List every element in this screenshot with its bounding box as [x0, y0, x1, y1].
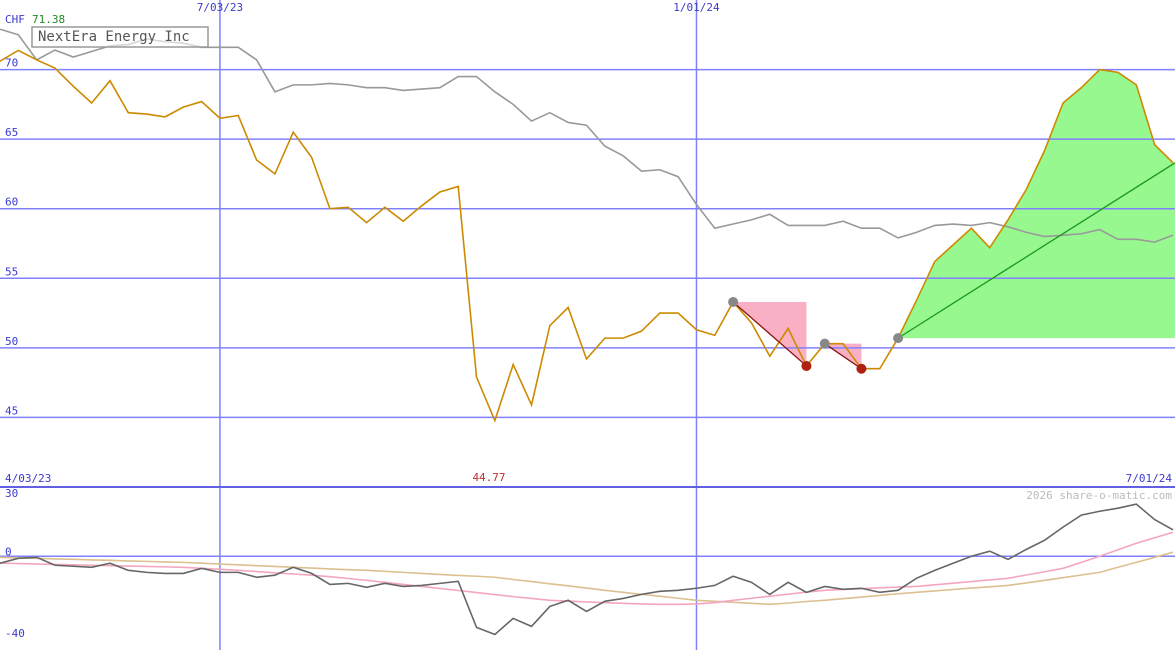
x-tick-label: 1/01/24 — [673, 1, 720, 14]
x-tick-label: 7/01/24 — [1126, 472, 1173, 485]
y-tick-label: 30 — [5, 487, 18, 500]
line-series — [0, 503, 1174, 636]
y-tick-label: 60 — [5, 196, 18, 209]
y-tick-label: 65 — [5, 126, 18, 139]
y-tick-label: -40 — [5, 627, 25, 640]
watermark: 2026 share-o-matic.com — [1026, 489, 1172, 502]
pattern-arrow — [824, 343, 862, 370]
y-tick-label: 45 — [5, 404, 18, 417]
target-zone — [898, 69, 1175, 339]
currency-label: CHF — [5, 13, 25, 26]
title-box — [31, 26, 209, 48]
chart-title: NextEra Energy Inc — [38, 29, 190, 45]
low-label: 44.77 — [472, 471, 505, 484]
line-series — [0, 49, 1174, 423]
pattern-arrow — [732, 301, 807, 367]
y-tick-label: 55 — [5, 265, 18, 278]
line-series — [0, 531, 1174, 606]
pivot-marker — [819, 338, 830, 349]
trend-line — [897, 162, 1175, 339]
pivot-marker — [801, 360, 812, 371]
high-label: 71.38 — [32, 13, 65, 26]
line-series — [0, 551, 1174, 606]
y-tick-label: 70 — [5, 57, 18, 70]
y-tick-label: 50 — [5, 335, 18, 348]
pivot-marker — [856, 363, 867, 374]
pivot-marker — [893, 333, 904, 344]
pivot-marker — [728, 296, 739, 307]
x-tick-label: 4/03/23 — [5, 472, 51, 485]
x-tick-label: 7/03/23 — [197, 1, 243, 14]
y-tick-label: 0 — [5, 545, 12, 558]
